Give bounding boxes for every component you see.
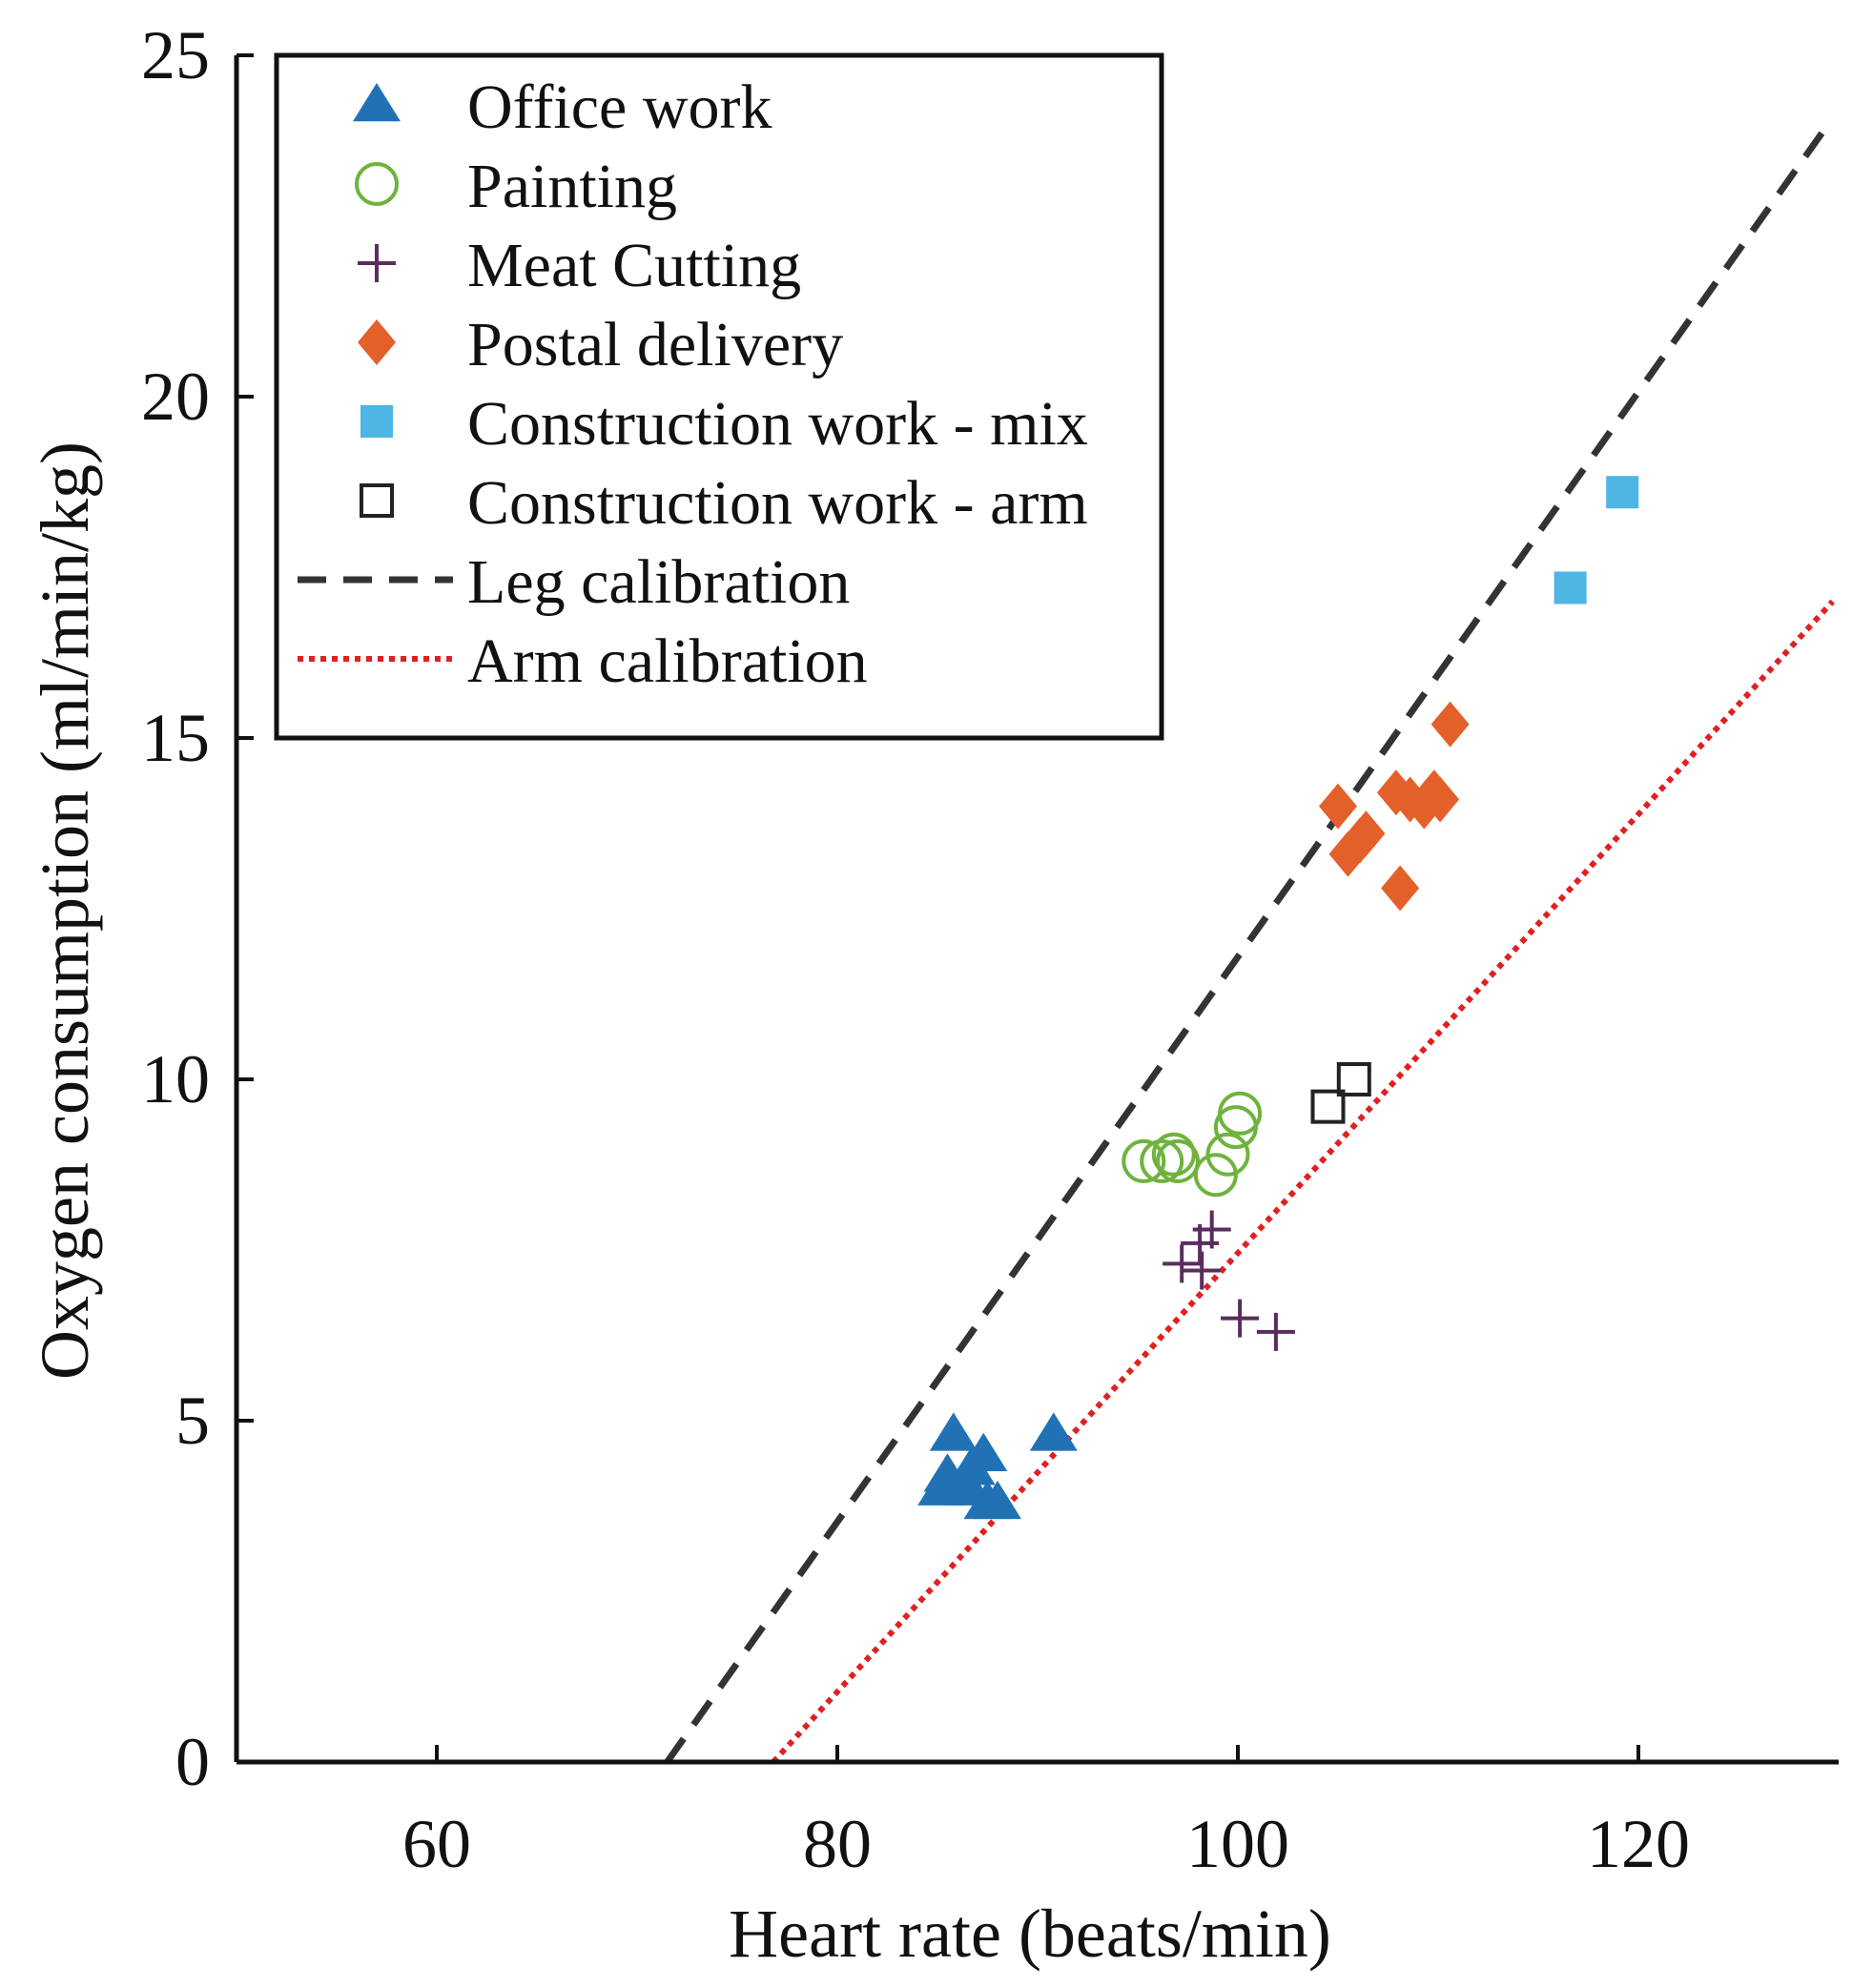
legend-item-construction-work-arm: Construction work - arm [360, 468, 1088, 538]
legend-label: Painting [467, 152, 677, 221]
legend-item-postal-delivery: Postal delivery [358, 310, 843, 379]
data-point [1381, 865, 1420, 912]
data-point [1606, 476, 1639, 509]
line-arm-calibration [771, 599, 1835, 1762]
legend-item-office-work: Office work [353, 72, 772, 142]
data-point [1347, 810, 1386, 857]
data-point [1430, 701, 1470, 748]
legend-label: Postal delivery [467, 310, 843, 379]
x-tick-label: 60 [402, 1806, 471, 1882]
legend-symbol [358, 244, 396, 282]
data-point [929, 1412, 978, 1451]
data-point [1310, 1089, 1346, 1124]
data-point [1421, 776, 1460, 823]
series-painting [1122, 1091, 1263, 1198]
axes: 60 80 100 120 0 5 10 15 20 25 [141, 17, 1839, 1882]
data-point [1218, 1091, 1263, 1136]
line-leg-calibration [664, 121, 1832, 1762]
data-point [974, 1480, 1021, 1520]
legend-label: Construction work - arm [467, 468, 1088, 538]
series-construction-work-mix [1554, 476, 1639, 605]
legend-label: Arm calibration [467, 626, 868, 696]
plot-area [664, 121, 1835, 1762]
y-tick-label: 0 [175, 1724, 210, 1800]
y-tick-label: 25 [141, 17, 210, 93]
legend-item-construction-work-mix: Construction work - mix [360, 389, 1088, 459]
x-tick-label: 100 [1186, 1806, 1289, 1882]
data-point [947, 1446, 996, 1486]
data-point [1183, 1251, 1222, 1290]
legend-symbol [360, 405, 393, 438]
data-point [1029, 1412, 1078, 1451]
y-tick-label: 15 [141, 700, 210, 776]
legend-label: Leg calibration [467, 547, 850, 617]
legend-symbol [355, 162, 399, 206]
y-tick-label: 5 [175, 1383, 210, 1459]
legend: Office work Painting Meat Cutting Postal de… [274, 52, 1164, 741]
data-point [917, 1466, 966, 1506]
series-postal-delivery [1319, 701, 1470, 912]
data-point [1193, 1153, 1238, 1198]
data-point [1256, 1312, 1295, 1351]
legend-item-arm-calibration: Arm calibration [298, 626, 868, 696]
y-tick-label: 20 [141, 359, 210, 435]
data-point [1192, 1210, 1231, 1249]
data-point [1554, 571, 1587, 605]
x-tick-label: 120 [1587, 1806, 1690, 1882]
legend-box [274, 52, 1164, 741]
legend-item-leg-calibration: Leg calibration [298, 547, 850, 617]
legend-symbol [353, 83, 401, 122]
legend-symbol [358, 319, 396, 365]
series-office-work [917, 1412, 1078, 1520]
data-point [1140, 1138, 1184, 1183]
x-axis-label: Heart rate (beats/min) [729, 1896, 1331, 1972]
y-axis-label: Oxygen consumption (ml/min/kg) [27, 441, 103, 1380]
legend-label: Meat Cutting [467, 231, 801, 300]
data-point [1336, 1062, 1371, 1096]
data-point [1156, 1138, 1200, 1183]
legend-label: Office work [467, 72, 772, 142]
data-point [1163, 1244, 1202, 1283]
legend-label: Construction work - mix [467, 389, 1088, 459]
data-point [1151, 1132, 1196, 1177]
series-meat-cutting [1163, 1210, 1295, 1351]
x-tick-label: 80 [803, 1806, 872, 1882]
y-tick-label: 10 [141, 1041, 210, 1117]
data-point [1319, 783, 1357, 830]
data-point [1221, 1299, 1260, 1338]
legend-item-painting: Painting [355, 152, 677, 221]
legend-symbol [360, 483, 394, 518]
data-point [1205, 1132, 1250, 1177]
series-construction-work-arm [1310, 1062, 1371, 1124]
data-point [1122, 1138, 1166, 1183]
legend-item-meat-cutting: Meat Cutting [358, 231, 801, 300]
